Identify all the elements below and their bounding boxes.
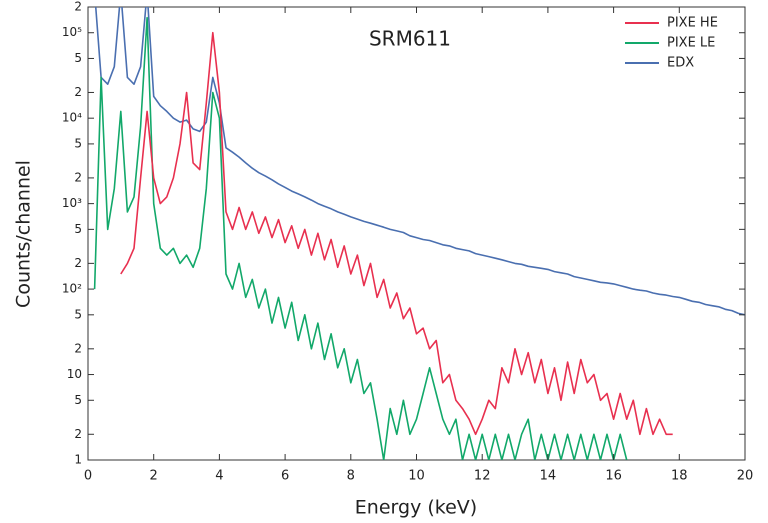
legend-label: PIXE HE <box>667 16 718 31</box>
y-tick-label: 2 <box>74 256 82 270</box>
y-tick-label: 10⁴ <box>62 111 82 125</box>
legend-label: EDX <box>667 56 694 71</box>
data-layer <box>93 7 745 460</box>
x-tick-label: 16 <box>605 469 622 484</box>
plot-frame <box>87 6 746 461</box>
y-tick-label: 2 <box>74 85 82 99</box>
y-tick-label: 2 <box>74 0 82 14</box>
x-tick-label: 20 <box>737 469 754 484</box>
y-axis-label: Counts/channel <box>13 160 35 308</box>
y-tick-label: 10 <box>67 367 82 381</box>
y-tick-label: 2 <box>74 341 82 355</box>
series-line <box>93 16 628 460</box>
x-tick-label: 12 <box>474 469 491 484</box>
legend-label: PIXE LE <box>667 36 715 51</box>
x-tick-label: 10 <box>408 469 425 484</box>
x-tick-label: 18 <box>671 469 688 484</box>
y-tick-label: 10² <box>62 282 82 296</box>
y-tick-label: 5 <box>74 136 82 150</box>
x-tick-label: 6 <box>281 469 289 484</box>
y-tick-label: 2 <box>74 170 82 184</box>
y-tick-label: 5 <box>74 307 82 321</box>
series-line <box>94 7 745 316</box>
x-tick-label: 14 <box>540 469 557 484</box>
y-tick-label: 10⁵ <box>62 25 82 39</box>
x-tick-label: 8 <box>347 469 355 484</box>
y-tick-label: 2 <box>74 427 82 441</box>
y-tick-label: 5 <box>74 222 82 236</box>
y-tick-label: 5 <box>74 393 82 407</box>
x-tick-label: 2 <box>150 469 158 484</box>
y-tick-label: 10³ <box>62 196 82 210</box>
y-tick-label: 1 <box>74 453 82 467</box>
x-tick-label: 4 <box>215 469 223 484</box>
x-tick-label: 0 <box>84 469 92 484</box>
x-axis-label: Energy (keV) <box>355 497 477 519</box>
y-tick-label: 5 <box>74 51 82 65</box>
chart-title: SRM611 <box>369 27 451 51</box>
